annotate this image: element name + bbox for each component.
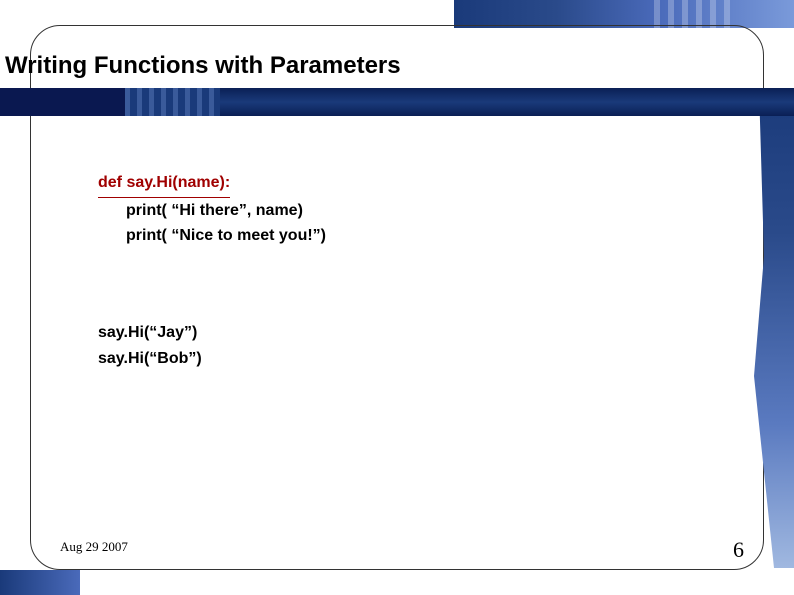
- call-line-2: say.Hi(“Bob”): [98, 346, 202, 372]
- call-line-1: say.Hi(“Jay”): [98, 320, 202, 346]
- top-right-accent: [454, 0, 794, 28]
- header-band-left: [0, 88, 125, 116]
- code-call-block: say.Hi(“Jay”) say.Hi(“Bob”): [98, 320, 202, 371]
- page-number: 6: [733, 537, 744, 563]
- code-body-line-1: print( “Hi there”, name): [98, 198, 326, 224]
- header-band: [0, 88, 794, 116]
- code-definition-block: def say.Hi(name): print( “Hi there”, nam…: [98, 170, 326, 249]
- header-band-hatch: [125, 88, 220, 116]
- code-def-line: def say.Hi(name):: [98, 170, 230, 198]
- code-body-line-2: print( “Nice to meet you!”): [98, 223, 326, 249]
- footer-date: Aug 29 2007: [60, 539, 128, 555]
- slide-title: Writing Functions with Parameters: [5, 52, 401, 80]
- bottom-left-accent: [0, 570, 80, 595]
